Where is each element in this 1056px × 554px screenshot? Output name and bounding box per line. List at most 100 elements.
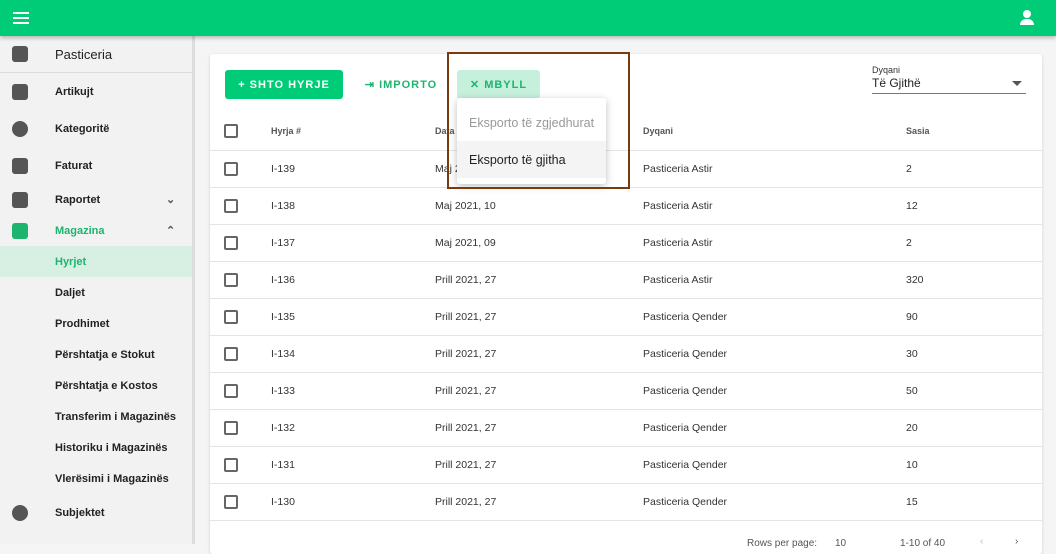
header-hyrja[interactable]: Hyrja # — [271, 113, 435, 151]
sidebar-sub-vleresimi[interactable]: Vlerësimi i Magazinës — [55, 472, 169, 485]
row-checkbox[interactable] — [224, 272, 238, 287]
close-button[interactable]: ✕ MBYLL — [457, 70, 540, 99]
entry-date: Prill 2021, 27 — [435, 261, 643, 299]
select-all-checkbox[interactable] — [224, 124, 238, 139]
prev-page-icon[interactable]: ‹ — [980, 536, 984, 547]
entry-qty: 320 — [906, 261, 1042, 299]
entry-store: Pasticeria Qender — [643, 372, 906, 410]
add-entry-button[interactable]: + SHTO HYRJE — [225, 70, 343, 99]
sidebar-item-magazina[interactable]: Magazina ⌃ — [0, 215, 192, 246]
entry-qty: 10 — [906, 446, 1042, 484]
import-button[interactable]: ⇥ IMPORTO — [364, 79, 438, 91]
shopping-bag-icon — [12, 83, 28, 100]
sidebar-item-kategorite[interactable]: Kategoritë — [0, 110, 192, 147]
account-circle-icon — [12, 504, 28, 521]
entry-qty: 2 — [906, 150, 1042, 188]
entry-store: Pasticeria Qender — [643, 409, 906, 447]
row-checkbox[interactable] — [224, 161, 238, 176]
menu-export-all[interactable]: Eksporto të gjitha — [457, 141, 606, 178]
report-icon — [12, 191, 28, 208]
entry-store: Pasticeria Qender — [643, 483, 906, 521]
entry-date: Prill 2021, 27 — [435, 409, 643, 447]
table-row[interactable]: I-138 Maj 2021, 10 Pasticeria Astir 12 — [210, 187, 1042, 225]
receipt-icon — [12, 157, 28, 174]
row-checkbox[interactable] — [224, 494, 238, 509]
hamburger-icon[interactable] — [13, 12, 29, 24]
menu-export-selected[interactable]: Eksporto të zgjedhurat — [469, 115, 595, 130]
row-checkbox[interactable] — [224, 198, 238, 213]
chevron-down-icon: ⌄ — [166, 194, 176, 206]
table-row[interactable]: I-135 Prill 2021, 27 Pasticeria Qender 90 — [210, 298, 1042, 336]
row-checkbox[interactable] — [224, 420, 238, 435]
entry-qty: 12 — [906, 187, 1042, 225]
next-page-icon[interactable]: › — [1015, 536, 1019, 547]
row-checkbox[interactable] — [224, 383, 238, 398]
sidebar-sub-daljet[interactable]: Daljet — [55, 286, 85, 299]
sidebar: Pasticeria Artikujt Kategoritë Faturat R… — [0, 36, 195, 544]
entry-id: I-134 — [271, 335, 435, 373]
row-checkbox[interactable] — [224, 346, 238, 361]
entry-date: Prill 2021, 27 — [435, 298, 643, 336]
entry-date: Maj 2021, 10 — [435, 187, 643, 225]
entry-date: Prill 2021, 27 — [435, 335, 643, 373]
entry-id: I-139 — [271, 150, 435, 188]
table-row[interactable]: I-136 Prill 2021, 27 Pasticeria Astir 320 — [210, 261, 1042, 299]
dropdown-arrow-icon — [1012, 81, 1022, 91]
sidebar-sub-prodhimet[interactable]: Prodhimet — [55, 317, 110, 330]
store-filter-label: Dyqani — [872, 65, 901, 75]
row-checkbox[interactable] — [224, 309, 238, 324]
table-row[interactable]: I-134 Prill 2021, 27 Pasticeria Qender 30 — [210, 335, 1042, 373]
table-row[interactable]: I-130 Prill 2021, 27 Pasticeria Qender 15 — [210, 483, 1042, 521]
entry-store: Pasticeria Qender — [643, 298, 906, 336]
sidebar-item-subjektet[interactable]: Subjektet — [0, 494, 192, 531]
sidebar-sub-hyrjet[interactable]: Hyrjet — [0, 246, 192, 277]
chevron-up-icon: ⌃ — [166, 225, 176, 237]
table-row[interactable]: I-133 Prill 2021, 27 Pasticeria Qender 50 — [210, 372, 1042, 410]
app-bar — [0, 0, 1056, 36]
sidebar-sub-historiku[interactable]: Historiku i Magazinës — [55, 441, 168, 454]
sidebar-home[interactable]: Pasticeria — [0, 36, 192, 73]
entry-date: Prill 2021, 27 — [435, 483, 643, 521]
entry-qty: 2 — [906, 224, 1042, 262]
account-icon[interactable] — [1020, 10, 1034, 26]
entry-store: Pasticeria Astir — [643, 224, 906, 262]
entry-store: Pasticeria Astir — [643, 261, 906, 299]
entry-store: Pasticeria Astir — [643, 150, 906, 188]
entry-qty: 15 — [906, 483, 1042, 521]
header-dyqani[interactable]: Dyqani — [643, 113, 906, 151]
entry-date: Maj 2021, 09 — [435, 224, 643, 262]
entry-qty: 30 — [906, 335, 1042, 373]
entry-date: Prill 2021, 27 — [435, 446, 643, 484]
highlight-box — [447, 52, 630, 189]
sidebar-item-faturat[interactable]: Faturat — [0, 147, 192, 184]
entry-store: Pasticeria Qender — [643, 335, 906, 373]
entry-qty: 20 — [906, 409, 1042, 447]
pie-chart-icon — [12, 120, 28, 137]
entry-qty: 50 — [906, 372, 1042, 410]
table-row[interactable]: I-132 Prill 2021, 27 Pasticeria Qender 20 — [210, 409, 1042, 447]
table-row[interactable]: I-131 Prill 2021, 27 Pasticeria Qender 10 — [210, 446, 1042, 484]
dolly-icon — [12, 222, 28, 239]
entry-date: Prill 2021, 27 — [435, 372, 643, 410]
sidebar-sub-transferim[interactable]: Transferim i Magazinës — [55, 410, 177, 423]
entry-store: Pasticeria Astir — [643, 187, 906, 225]
store-filter-select[interactable]: Të Gjithë — [872, 76, 1026, 94]
entry-id: I-130 — [271, 483, 435, 521]
sidebar-sub-pershtatja-stokut[interactable]: Përshtatja e Stokut — [55, 348, 155, 361]
entry-qty: 90 — [906, 298, 1042, 336]
entry-id: I-137 — [271, 224, 435, 262]
header-sasia[interactable]: Sasia — [906, 113, 1042, 151]
entry-store: Pasticeria Qender — [643, 446, 906, 484]
entry-id: I-136 — [271, 261, 435, 299]
sidebar-item-raportet[interactable]: Raportet ⌄ — [0, 184, 192, 215]
table-row[interactable]: I-137 Maj 2021, 09 Pasticeria Astir 2 — [210, 224, 1042, 262]
sidebar-item-artikujt[interactable]: Artikujt — [0, 73, 192, 110]
row-checkbox[interactable] — [224, 235, 238, 250]
export-menu: Eksporto të zgjedhurat Eksporto të gjith… — [457, 98, 606, 184]
entry-id: I-138 — [271, 187, 435, 225]
sidebar-sub-pershtatja-kostos[interactable]: Përshtatja e Kostos — [55, 379, 158, 392]
entry-id: I-132 — [271, 409, 435, 447]
row-checkbox[interactable] — [224, 457, 238, 472]
entries-card: + SHTO HYRJE ⇥ IMPORTO ✕ MBYLL Dyqani Të… — [210, 54, 1042, 554]
